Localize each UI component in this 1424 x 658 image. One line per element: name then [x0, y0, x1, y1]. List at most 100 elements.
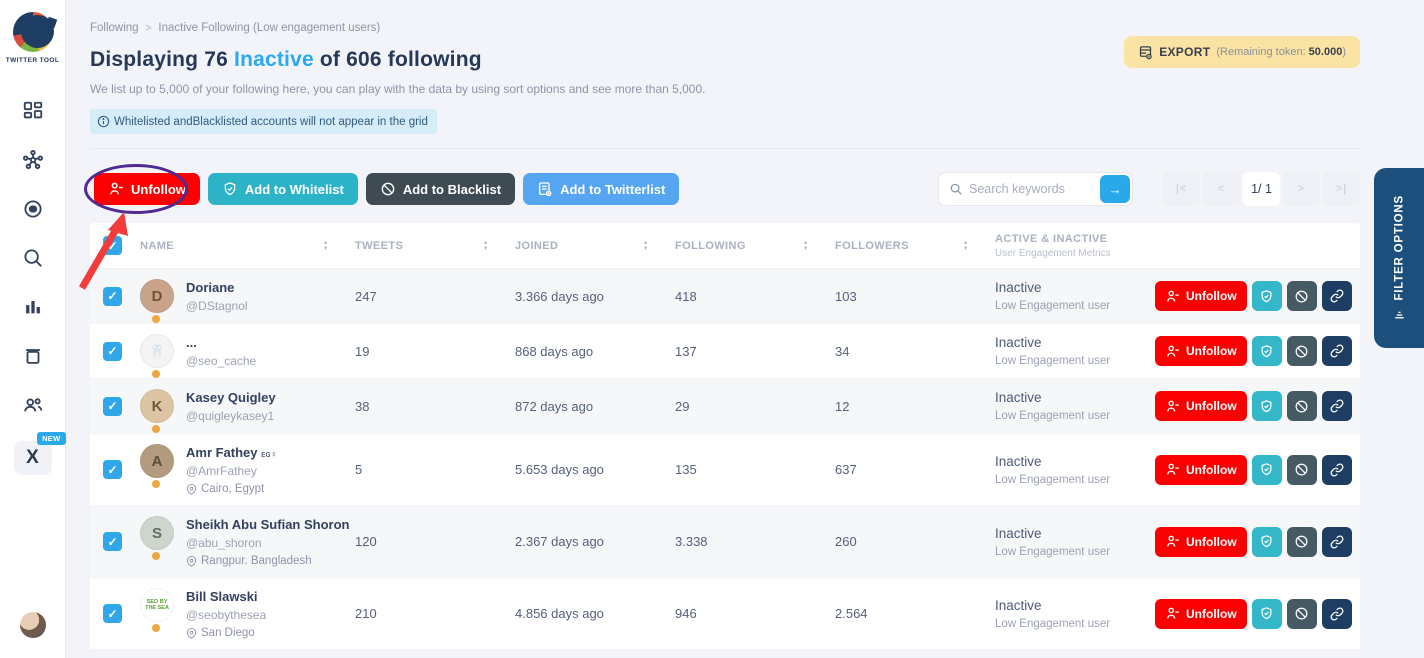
sidebar-item-audience[interactable]: [20, 196, 46, 222]
user-name[interactable]: Amr Fathey ᴇɢ♀: [186, 445, 278, 460]
breadcrumb-following[interactable]: Following: [90, 22, 139, 34]
user-handle[interactable]: @AmrFathey: [186, 464, 257, 478]
map-pin-icon: [186, 483, 197, 495]
search-submit-button[interactable]: →: [1100, 175, 1130, 203]
row-whitelist-button[interactable]: [1251, 336, 1282, 366]
user-handle[interactable]: @seo_cache: [186, 354, 257, 368]
user-handle[interactable]: @quigleykasey1: [186, 409, 275, 423]
filter-options-tab[interactable]: FILTER OPTIONS: [1374, 168, 1424, 348]
row-unfollow-button[interactable]: Unfollow: [1155, 391, 1247, 421]
row-unfollow-button[interactable]: Unfollow: [1155, 598, 1247, 629]
sidebar-item-users[interactable]: [20, 392, 46, 418]
user-avatar[interactable]: S: [140, 516, 174, 560]
row-checkbox[interactable]: ✓: [103, 604, 122, 623]
select-all-checkbox[interactable]: ✓: [103, 236, 122, 255]
add-to-twitterlist-button[interactable]: Add to Twitterlist: [523, 173, 680, 205]
row-whitelist-button[interactable]: [1251, 526, 1282, 557]
row-profile-link-button[interactable]: [1321, 454, 1352, 485]
user-cell: 🦷... @seo_cache: [140, 324, 355, 378]
row-checkbox[interactable]: ✓: [103, 341, 122, 361]
row-checkbox[interactable]: ✓: [103, 532, 122, 551]
sort-name-icon[interactable]: ▲ ▼: [322, 239, 329, 252]
user-avatar[interactable]: K: [140, 389, 174, 433]
shield-check-icon: [1259, 534, 1274, 549]
sidebar-user-avatar[interactable]: [19, 612, 46, 638]
following-value: 3.338: [675, 534, 708, 549]
user-avatar[interactable]: 🦷: [140, 334, 174, 378]
add-to-whitelist-button[interactable]: Add to Whitelist: [207, 173, 358, 205]
row-blacklist-button[interactable]: [1286, 598, 1317, 629]
followers-value: 2.564: [835, 606, 868, 621]
presence-dot: [152, 315, 160, 323]
row-unfollow-button[interactable]: Unfollow: [1155, 336, 1247, 366]
user-name[interactable]: ...: [186, 335, 197, 350]
row-whitelist-button[interactable]: [1251, 281, 1282, 311]
last-page-button[interactable]: >|: [1323, 172, 1360, 206]
row-profile-link-button[interactable]: [1321, 336, 1352, 366]
user-name[interactable]: Sheikh Abu Sufian Shoron: [186, 517, 350, 532]
row-whitelist-button[interactable]: [1251, 391, 1282, 421]
info-banner: Whitelisted andBlacklisted accounts will…: [90, 109, 437, 134]
new-badge: NEW: [37, 432, 66, 445]
unfollow-button[interactable]: Unfollow: [94, 173, 200, 205]
sidebar-item-trash[interactable]: [20, 343, 46, 369]
sidebar-item-network[interactable]: [20, 147, 46, 173]
sort-joined-icon[interactable]: ▲ ▼: [642, 239, 649, 252]
row-blacklist-button[interactable]: [1286, 281, 1317, 311]
user-handle[interactable]: @abu_shoron: [186, 536, 262, 550]
sidebar-item-search[interactable]: [20, 245, 46, 271]
row-whitelist-button[interactable]: [1251, 598, 1282, 629]
row-checkbox[interactable]: ✓: [103, 460, 122, 479]
app-logo[interactable]: TWITTER TOOL: [6, 12, 59, 64]
sort-followers-icon[interactable]: ▲ ▼: [962, 239, 969, 252]
user-avatar[interactable]: A: [140, 444, 174, 488]
main-content: Following > Inactive Following (Low enga…: [66, 0, 1424, 658]
sidebar-item-x-twitter[interactable]: X NEW: [13, 432, 66, 475]
row-checkbox[interactable]: ✓: [103, 286, 122, 306]
row-blacklist-button[interactable]: [1286, 454, 1317, 485]
row-profile-link-button[interactable]: [1321, 526, 1352, 557]
row-unfollow-button[interactable]: Unfollow: [1155, 281, 1247, 311]
following-table: ✓ NAME ▲ ▼ TWEETS ▲ ▼ JOINED ▲ ▼ FOLLOWING ▲ ▼ F…: [90, 223, 1360, 650]
link-icon: [1330, 399, 1344, 413]
export-icon: [1138, 45, 1153, 60]
user-handle[interactable]: @seobythesea: [186, 608, 267, 622]
sidebar-item-dashboard[interactable]: [20, 98, 46, 124]
map-pin-icon: [186, 555, 197, 567]
analytics-icon: [22, 296, 44, 318]
search-input[interactable]: [965, 182, 1100, 196]
user-name[interactable]: Bill Slawski: [186, 589, 258, 604]
sort-tweets-icon[interactable]: ▲ ▼: [482, 239, 489, 252]
first-page-button[interactable]: |<: [1163, 172, 1200, 206]
person-minus-icon: [108, 181, 124, 197]
user-cell: SEO BY THE SEA Bill Slawski @seobythesea S…: [140, 578, 355, 649]
page-title: Displaying 76 Inactive of 606 following: [90, 48, 482, 71]
export-button[interactable]: EXPORT (Remaining token: 50.000): [1124, 36, 1360, 68]
user-avatar[interactable]: SEO BY THE SEA: [140, 588, 174, 632]
row-profile-link-button[interactable]: [1321, 281, 1352, 311]
row-whitelist-button[interactable]: [1251, 454, 1282, 485]
row-unfollow-button[interactable]: Unfollow: [1155, 454, 1247, 485]
app-logo-icon: [12, 12, 54, 52]
user-handle[interactable]: @DStagnol: [186, 299, 248, 313]
user-name[interactable]: Kasey Quigley: [186, 390, 276, 405]
next-page-button[interactable]: >: [1283, 172, 1320, 206]
prev-page-button[interactable]: <: [1203, 172, 1240, 206]
row-checkbox[interactable]: ✓: [103, 396, 122, 416]
sidebar-item-analytics[interactable]: [20, 294, 46, 320]
row-blacklist-button[interactable]: [1286, 336, 1317, 366]
row-blacklist-button[interactable]: [1286, 526, 1317, 557]
status-cell: Inactive Low Engagement user: [995, 280, 1155, 312]
row-profile-link-button[interactable]: [1321, 598, 1352, 629]
status-cell: Inactive Low Engagement user: [995, 390, 1155, 422]
add-to-blacklist-button[interactable]: Add to Blacklist: [365, 173, 516, 205]
user-cell: A Amr Fathey ᴇɢ♀ @AmrFathey Cairo, Egypt: [140, 434, 355, 505]
trash-icon: [22, 345, 44, 367]
user-avatar[interactable]: D: [140, 279, 174, 323]
row-blacklist-button[interactable]: [1286, 391, 1317, 421]
user-name[interactable]: Doriane: [186, 280, 235, 295]
ban-icon: [1294, 606, 1309, 621]
sort-following-icon[interactable]: ▲ ▼: [802, 239, 809, 252]
row-profile-link-button[interactable]: [1321, 391, 1352, 421]
row-unfollow-button[interactable]: Unfollow: [1155, 526, 1247, 557]
